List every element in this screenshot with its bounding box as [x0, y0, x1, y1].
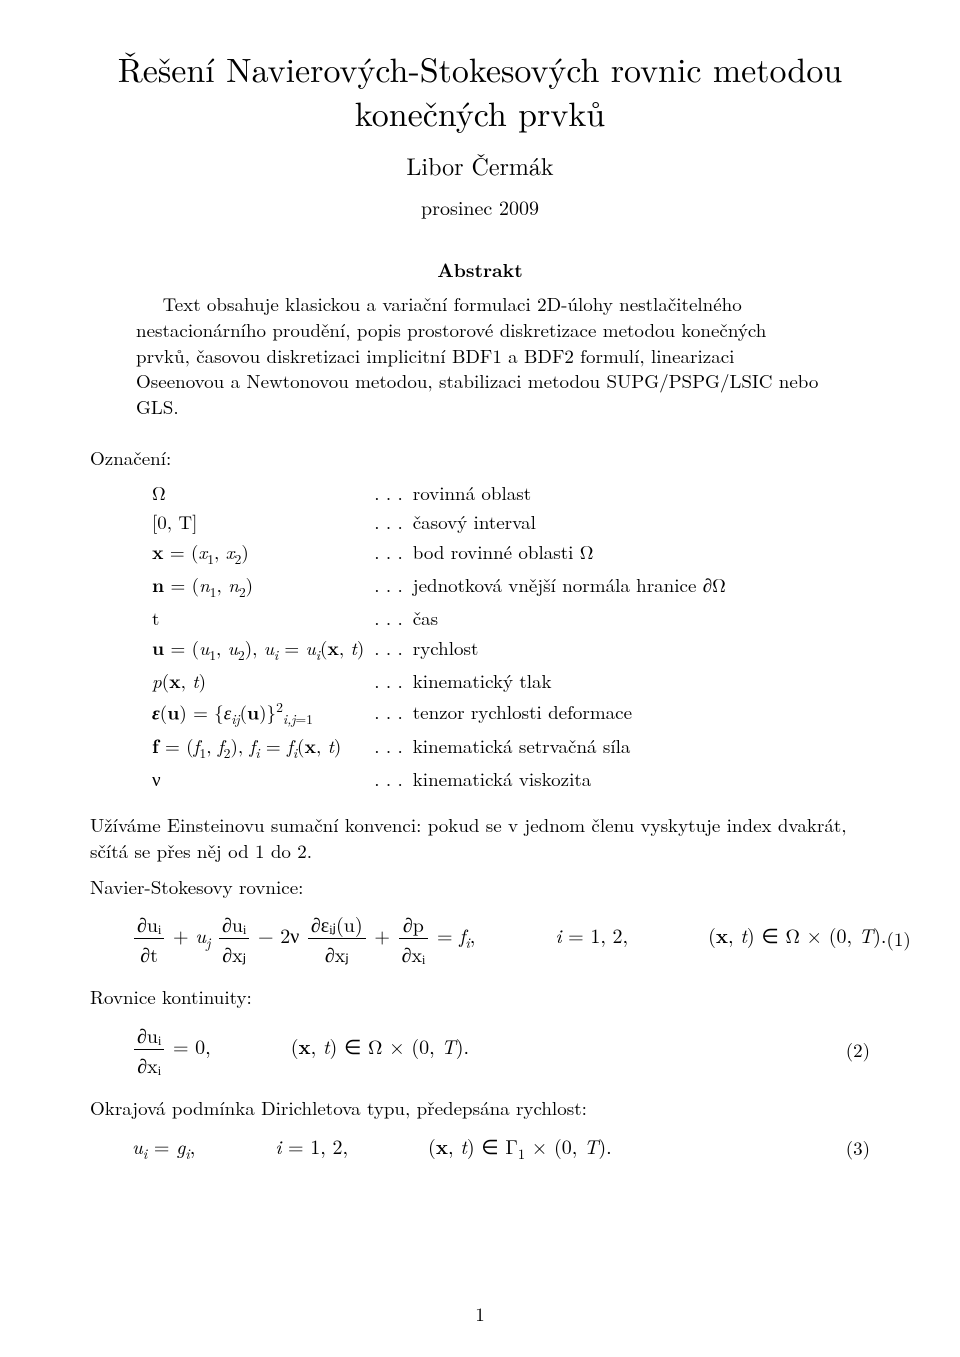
eq-text: − 2ν	[258, 920, 299, 949]
notation-desc: časový interval	[413, 508, 726, 536]
notation-symbol: [0, T]	[152, 508, 372, 536]
notation-symbol: ε(u) = {εij(u)}2i,j=1	[152, 697, 372, 730]
notation-row: p(x, t) . . . kinematický tlak	[152, 667, 726, 695]
notation-symbol: x = (x1, x2)	[152, 538, 372, 569]
notation-row: f = (f1, f2), fi = fi(x, t) . . . kinema…	[152, 732, 726, 763]
eq-frac-num: ∂uᵢ	[134, 1020, 164, 1049]
notation-row: n = (n1, n2) . . . jednotková vnější nor…	[152, 571, 726, 602]
eq-frac-den: ∂xᵢ	[134, 1049, 164, 1079]
notation-desc: kinematický tlak	[413, 667, 726, 695]
notation-dots: . . .	[374, 634, 411, 665]
notation-desc: bod rovinné oblasti Ω	[413, 538, 726, 569]
notation-symbol: t	[152, 604, 372, 632]
notation-desc: kinematická viskozita	[413, 765, 726, 793]
date: prosinec 2009	[90, 192, 870, 221]
notation-row: ε(u) = {εij(u)}2i,j=1 . . . tenzor rychl…	[152, 697, 726, 730]
notation-dots: . . .	[374, 765, 411, 793]
equation-1: ∂uᵢ∂t + uj ∂uᵢ∂xⱼ − 2ν ∂εᵢⱼ(u)∂xⱼ + ∂p∂x…	[90, 909, 870, 968]
abstract-heading: Abstrakt	[90, 255, 870, 283]
notation-dots: . . .	[374, 508, 411, 536]
ns-label: Navier-Stokesovy rovnice:	[90, 874, 870, 900]
equation-number: (3)	[846, 1134, 870, 1161]
notation-desc: jednotková vnější normála hranice ∂Ω	[413, 571, 726, 602]
equation-body: ∂uᵢ∂t + uj ∂uᵢ∂xⱼ − 2ν ∂εᵢⱼ(u)∂xⱼ + ∂p∂x…	[132, 909, 886, 968]
notation-desc: rychlost	[413, 634, 726, 665]
notation-desc: čas	[413, 604, 726, 632]
equation-number: (1)	[886, 925, 910, 952]
notation-row: [0, T] . . . časový interval	[152, 508, 726, 536]
notation-dots: . . .	[374, 667, 411, 695]
equation-3: ui = gi, i = 1, 2, (x, t) ∈ Γ1 × (0, T).…	[90, 1131, 870, 1164]
notation-dots: . . .	[374, 538, 411, 569]
notation-desc: kinematická setrvačná síla	[413, 732, 726, 763]
continuity-label: Rovnice kontinuity:	[90, 984, 870, 1010]
notation-dots: . . .	[374, 479, 411, 507]
einstein-convention-para: Užíváme Einsteinovu sumační konvenci: po…	[90, 812, 870, 863]
equation-2: ∂uᵢ∂xᵢ = 0, (x, t) ∈ Ω × (0, T). (2)	[90, 1020, 870, 1079]
equation-body: ∂uᵢ∂xᵢ = 0, (x, t) ∈ Ω × (0, T).	[132, 1020, 469, 1079]
eq-frac-den: ∂xⱼ	[219, 938, 249, 968]
notation-symbol: n = (n1, n2)	[152, 571, 372, 602]
notation-dots: . . .	[374, 571, 411, 602]
notation-row: u = (u1, u2), ui = ui(x, t) . . . rychlo…	[152, 634, 726, 665]
notation-dots: . . .	[374, 604, 411, 632]
eq-frac-num: ∂uᵢ	[134, 909, 164, 938]
page-title: Řešení Navierových-Stokesových rovnic me…	[90, 46, 870, 134]
notation-symbol: Ω	[152, 479, 372, 507]
equation-body: ui = gi, i = 1, 2, (x, t) ∈ Γ1 × (0, T).	[132, 1131, 612, 1164]
notation-row: Ω . . . rovinná oblast	[152, 479, 726, 507]
dirichlet-label: Okrajová podmínka Dirichletova typu, pře…	[90, 1095, 870, 1121]
eq-text: + uj	[173, 920, 210, 949]
equation-number: (2)	[846, 1036, 870, 1063]
notation-dots: . . .	[374, 732, 411, 763]
notation-dots: . . .	[374, 697, 411, 730]
author: Libor Čermák	[90, 148, 870, 182]
abstract-body: Text obsahuje klasickou a variační formu…	[136, 291, 824, 419]
eq-frac-den: ∂xᵢ	[399, 938, 429, 968]
notation-desc: tenzor rychlosti deformace	[413, 697, 726, 730]
notation-symbol: p(x, t)	[152, 667, 372, 695]
eq-text: ui = gi, i = 1, 2, (x, t) ∈ Γ1 × (0, T).	[132, 1131, 612, 1160]
notation-desc: rovinná oblast	[413, 479, 726, 507]
page-number: 1	[0, 1300, 960, 1327]
eq-frac-num: ∂p	[399, 909, 429, 938]
eq-text: = 0, (x, t) ∈ Ω × (0, T).	[173, 1031, 469, 1060]
notation-label: Označení:	[90, 444, 870, 471]
notation-row: x = (x1, x2) . . . bod rovinné oblasti Ω	[152, 538, 726, 569]
notation-row: t . . . čas	[152, 604, 726, 632]
eq-text: = fi, i = 1, 2, (x, t) ∈ Ω × (0, T).	[437, 920, 886, 949]
notation-table: Ω . . . rovinná oblast [0, T] . . . časo…	[150, 477, 728, 795]
eq-frac-num: ∂uᵢ	[219, 909, 249, 938]
eq-frac-den: ∂t	[134, 938, 164, 968]
eq-frac-num: ∂εᵢⱼ(u)	[308, 909, 366, 938]
notation-row: ν . . . kinematická viskozita	[152, 765, 726, 793]
eq-text: +	[374, 920, 396, 949]
notation-symbol: u = (u1, u2), ui = ui(x, t)	[152, 634, 372, 665]
notation-symbol: f = (f1, f2), fi = fi(x, t)	[152, 732, 372, 763]
notation-symbol: ν	[152, 765, 372, 793]
eq-frac-den: ∂xⱼ	[308, 938, 366, 968]
